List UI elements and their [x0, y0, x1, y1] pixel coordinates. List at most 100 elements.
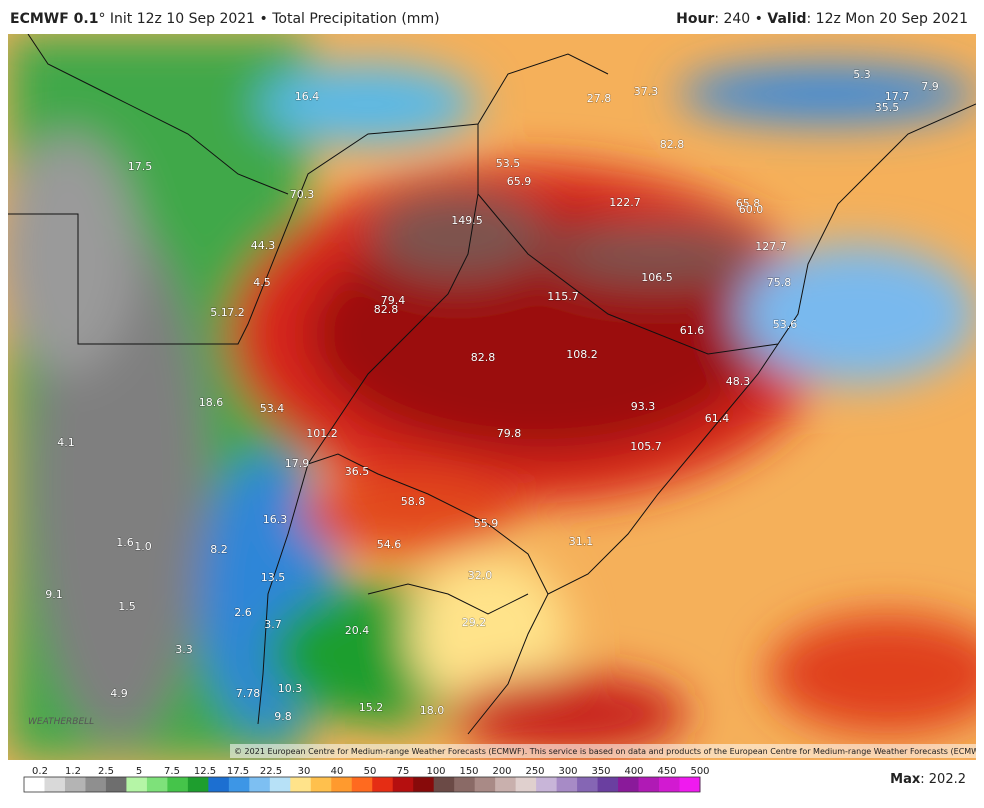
value-label: 18.0 — [420, 704, 445, 717]
valid-value: : 12z Mon 20 Sep 2021 — [806, 11, 968, 27]
value-label: 75.8 — [767, 276, 792, 289]
value-label: 3.7 — [264, 618, 282, 631]
value-label: 1.0 — [134, 540, 152, 553]
legend-tick-label: 75 — [397, 766, 410, 777]
value-label: 108.2 — [566, 348, 598, 361]
legend-swatch — [351, 777, 373, 792]
legend-tick-label: 2.5 — [98, 766, 114, 777]
value-label: 37.3 — [634, 85, 659, 98]
value-label: 79.8 — [497, 427, 522, 440]
value-label: 60.0 — [739, 203, 764, 216]
value-label: 15.2 — [359, 701, 384, 714]
legend-swatch — [249, 777, 271, 792]
borders — [8, 34, 976, 735]
precip-field — [8, 34, 976, 760]
value-label: 27.8 — [587, 92, 612, 105]
value-label: 82.8 — [374, 303, 399, 316]
legend-tick-label: 12.5 — [194, 766, 216, 777]
legend-swatch — [638, 777, 660, 792]
legend: 0.2 1.2 2.5 5 7.5 12.5 17.5 22.5 30 40 50 75 100 150 2… — [23, 766, 710, 793]
value-label: 31.1 — [569, 535, 594, 548]
max-label: Max: 202.2 — [890, 772, 966, 787]
header-right: Hour: 240 • Valid: 12z Mon 20 Sep 2021 — [676, 11, 968, 27]
value-label: 65.8 — [736, 197, 761, 210]
legend-swatch — [85, 777, 107, 792]
value-label: 35.5 — [875, 101, 900, 114]
legend-tick-label: 1.2 — [65, 766, 81, 777]
logo: WEATHERBELL — [28, 717, 94, 727]
value-label: 17.5 — [128, 160, 153, 173]
value-label: 48.3 — [726, 375, 751, 388]
value-label: 5.1 — [210, 306, 228, 319]
legend-swatch — [392, 777, 414, 792]
value-label: 106.5 — [641, 271, 673, 284]
value-label: 149.5 — [451, 214, 483, 227]
legend-swatch — [474, 777, 496, 792]
legend-swatch — [556, 777, 578, 792]
value-label: 93.3 — [631, 400, 656, 413]
value-label: 7.78 — [236, 687, 261, 700]
value-label: 5.3 — [853, 68, 871, 81]
legend-swatch — [105, 777, 127, 792]
legend-tick-label: 7.5 — [164, 766, 180, 777]
max-value: : 202.2 — [920, 772, 966, 787]
value-label: 13.5 — [261, 571, 286, 584]
value-label: 53.4 — [260, 402, 285, 415]
value-label: 4.5 — [253, 276, 271, 289]
legend-swatch — [126, 777, 148, 792]
legend-tick-label: 40 — [331, 766, 344, 777]
copyright: © 2021 European Centre for Medium-range … — [234, 747, 976, 756]
value-label: 16.4 — [295, 90, 320, 103]
value-label: 127.7 — [755, 240, 787, 253]
legend-swatch — [208, 777, 230, 792]
copyright-backdrop — [230, 744, 976, 758]
value-label: 61.6 — [680, 324, 705, 337]
value-label: 32.0 — [468, 569, 493, 582]
legend-swatch — [24, 777, 45, 792]
value-label: 53.6 — [773, 318, 798, 331]
value-label: 58.8 — [401, 495, 426, 508]
legend-swatch — [495, 777, 517, 792]
value-label: 20.4 — [345, 624, 370, 637]
legend-swatch — [433, 777, 455, 792]
legend-swatch — [64, 777, 86, 792]
value-label: 8.2 — [210, 543, 228, 556]
legend-swatch — [618, 777, 640, 792]
legend-swatch — [228, 777, 250, 792]
legend-tick-label: 50 — [364, 766, 377, 777]
legend-tick-label: 17.5 — [227, 766, 249, 777]
legend-swatch — [44, 777, 66, 792]
legend-swatch — [310, 777, 332, 792]
hour-value: : 240 • — [714, 11, 768, 27]
legend-swatch — [187, 777, 209, 792]
legend-swatch — [146, 777, 168, 792]
value-label: 44.3 — [251, 239, 276, 252]
value-label: 29.2 — [462, 616, 487, 629]
value-label: 82.8 — [471, 351, 496, 364]
legend-tick-label: 500 — [690, 766, 709, 777]
legend-tick-label: 0.2 — [32, 766, 48, 777]
value-label: 101.2 — [306, 427, 338, 440]
legend-tick-label: 22.5 — [260, 766, 282, 777]
header-left: ECMWF 0.1° Init 12z 10 Sep 2021 • Total … — [10, 11, 440, 27]
value-label: 4.1 — [57, 436, 75, 449]
legend-swatch — [679, 777, 701, 792]
legend-swatch — [290, 777, 312, 792]
legend-swatch — [597, 777, 619, 792]
value-label: 105.7 — [630, 440, 662, 453]
legend-tick-label: 250 — [525, 766, 544, 777]
value-label: 7.2 — [227, 306, 245, 319]
legend-tick-label: 300 — [558, 766, 577, 777]
value-label: 1.6 — [116, 536, 134, 549]
value-label: 4.9 — [110, 687, 128, 700]
value-label: 17.9 — [285, 457, 310, 470]
value-label: 2.6 — [234, 606, 252, 619]
legend-tick-label: 350 — [591, 766, 610, 777]
legend-tick-label: 30 — [298, 766, 311, 777]
valid-key: Valid — [767, 11, 807, 27]
hour-key: Hour — [676, 11, 715, 27]
legend-tick-label: 200 — [492, 766, 511, 777]
value-label: 36.5 — [345, 465, 370, 478]
value-label: 18.6 — [199, 396, 224, 409]
